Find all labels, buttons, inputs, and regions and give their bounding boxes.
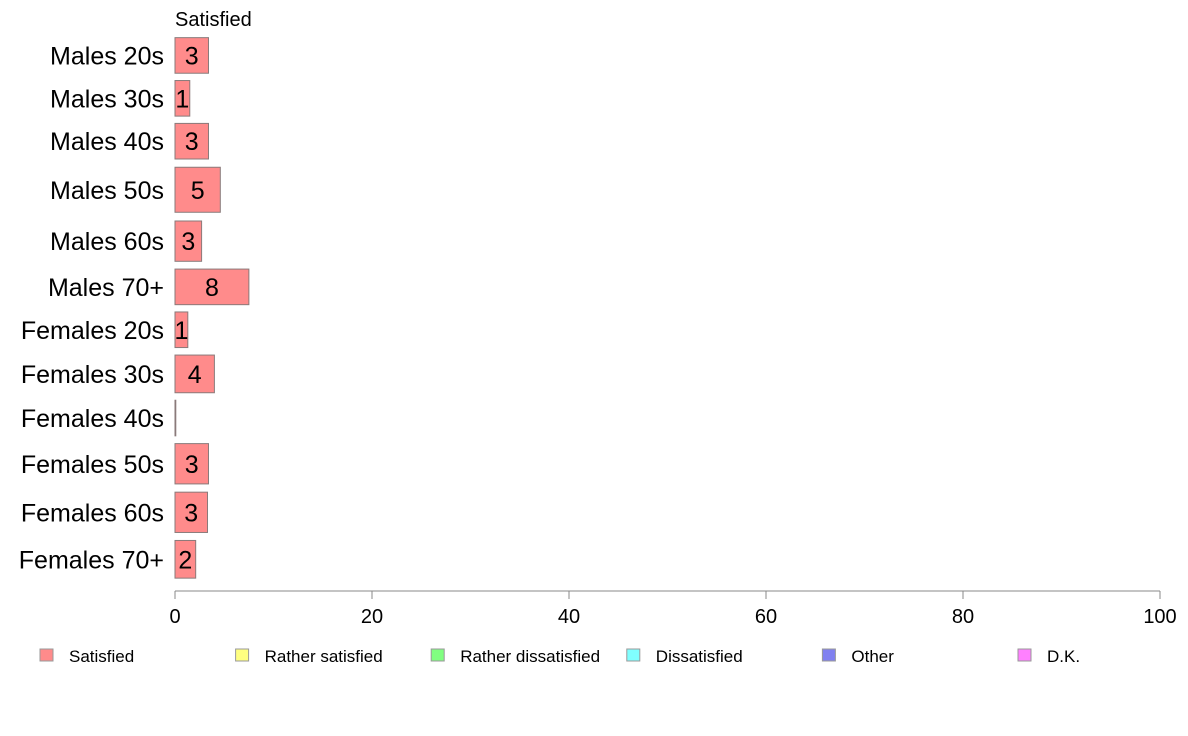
value-label-males-30s: 1 (175, 85, 189, 113)
bar-satisfied-females-20s (174, 311, 189, 349)
legend-label-dissatisfied: Dissatisfied (656, 647, 743, 666)
bar-satisfied-females-60s (174, 491, 209, 533)
legend-swatch-other (821, 648, 836, 662)
category-label-males-50s: Males 50s (50, 177, 164, 205)
bar-satisfied-females-30s (174, 354, 215, 394)
category-label-males-40s: Males 40s (50, 128, 164, 156)
bar-satisfied-females-40s (174, 399, 177, 437)
value-label-males-50s: 5 (191, 177, 205, 205)
legend-label-other: Other (851, 647, 894, 666)
x-axis: 0 20 40 60 80 100 (169, 590, 1177, 628)
x-tick-label-40: 40 (558, 606, 580, 628)
value-label-females-20s: 1 (174, 317, 188, 345)
category-label-males-30s: Males 30s (50, 85, 164, 113)
bar-satisfied-females-70 (174, 539, 197, 579)
value-label-males-20s: 3 (185, 42, 199, 70)
legend-swatch-d-k (1017, 648, 1032, 662)
legend: Satisfied Rather satisfied Rather dissatis… (39, 647, 1080, 666)
bar-satisfied-males-50s (174, 166, 221, 213)
legend-swatch-rather-dissatisfied (430, 648, 445, 662)
category-label-females-70: Females 70+ (19, 546, 164, 574)
category-label-males-60s: Males 60s (50, 228, 164, 256)
x-tick-label-20: 20 (361, 606, 383, 628)
category-label-females-20s: Females 20s (21, 317, 164, 345)
x-tick-label-60: 60 (755, 606, 777, 628)
legend-label-rather-satisfied: Rather satisfied (265, 647, 383, 666)
x-tick-label-0: 0 (169, 606, 180, 628)
legend-swatch-dissatisfied (626, 648, 641, 662)
value-label-males-70: 8 (205, 274, 219, 302)
value-label-females-30s: 4 (188, 361, 202, 389)
category-labels: Males 20s Males 30s Males 40s Males 50s Male… (19, 42, 164, 574)
category-label-females-40s: Females 40s (21, 405, 164, 433)
value-label-females-70: 2 (178, 546, 192, 574)
bar-satisfied-males-30s (174, 80, 191, 117)
bar-satisfied-males-40s (174, 122, 209, 160)
value-label-females-60s: 3 (184, 499, 198, 527)
category-label-females-30s: Females 30s (21, 361, 164, 389)
category-label-females-60s: Females 60s (21, 499, 164, 527)
x-tick-label-80: 80 (952, 606, 974, 628)
value-label-females-50s: 3 (185, 451, 199, 479)
series-title: Satisfied (175, 9, 252, 31)
value-label-males-60s: 3 (181, 228, 195, 256)
legend-label-satisfied: Satisfied (69, 647, 134, 666)
value-label-males-40s: 3 (185, 128, 199, 156)
category-label-males-20s: Males 20s (50, 42, 164, 70)
legend-swatch-rather-satisfied (235, 648, 250, 662)
bar-satisfied-males-70 (174, 268, 250, 306)
bar-satisfied-females-50s (174, 443, 209, 485)
bar-satisfied-males-60s (174, 220, 203, 262)
category-label-females-50s: Females 50s (21, 451, 164, 479)
bar-satisfied-males-20s (174, 37, 209, 74)
category-label-males-70: Males 70+ (48, 274, 164, 302)
legend-label-rather-dissatisfied: Rather dissatisfied (460, 647, 600, 666)
legend-swatch-satisfied (39, 648, 54, 662)
legend-label-d-k: D.K. (1047, 647, 1080, 666)
x-tick-label-100: 100 (1143, 606, 1176, 628)
